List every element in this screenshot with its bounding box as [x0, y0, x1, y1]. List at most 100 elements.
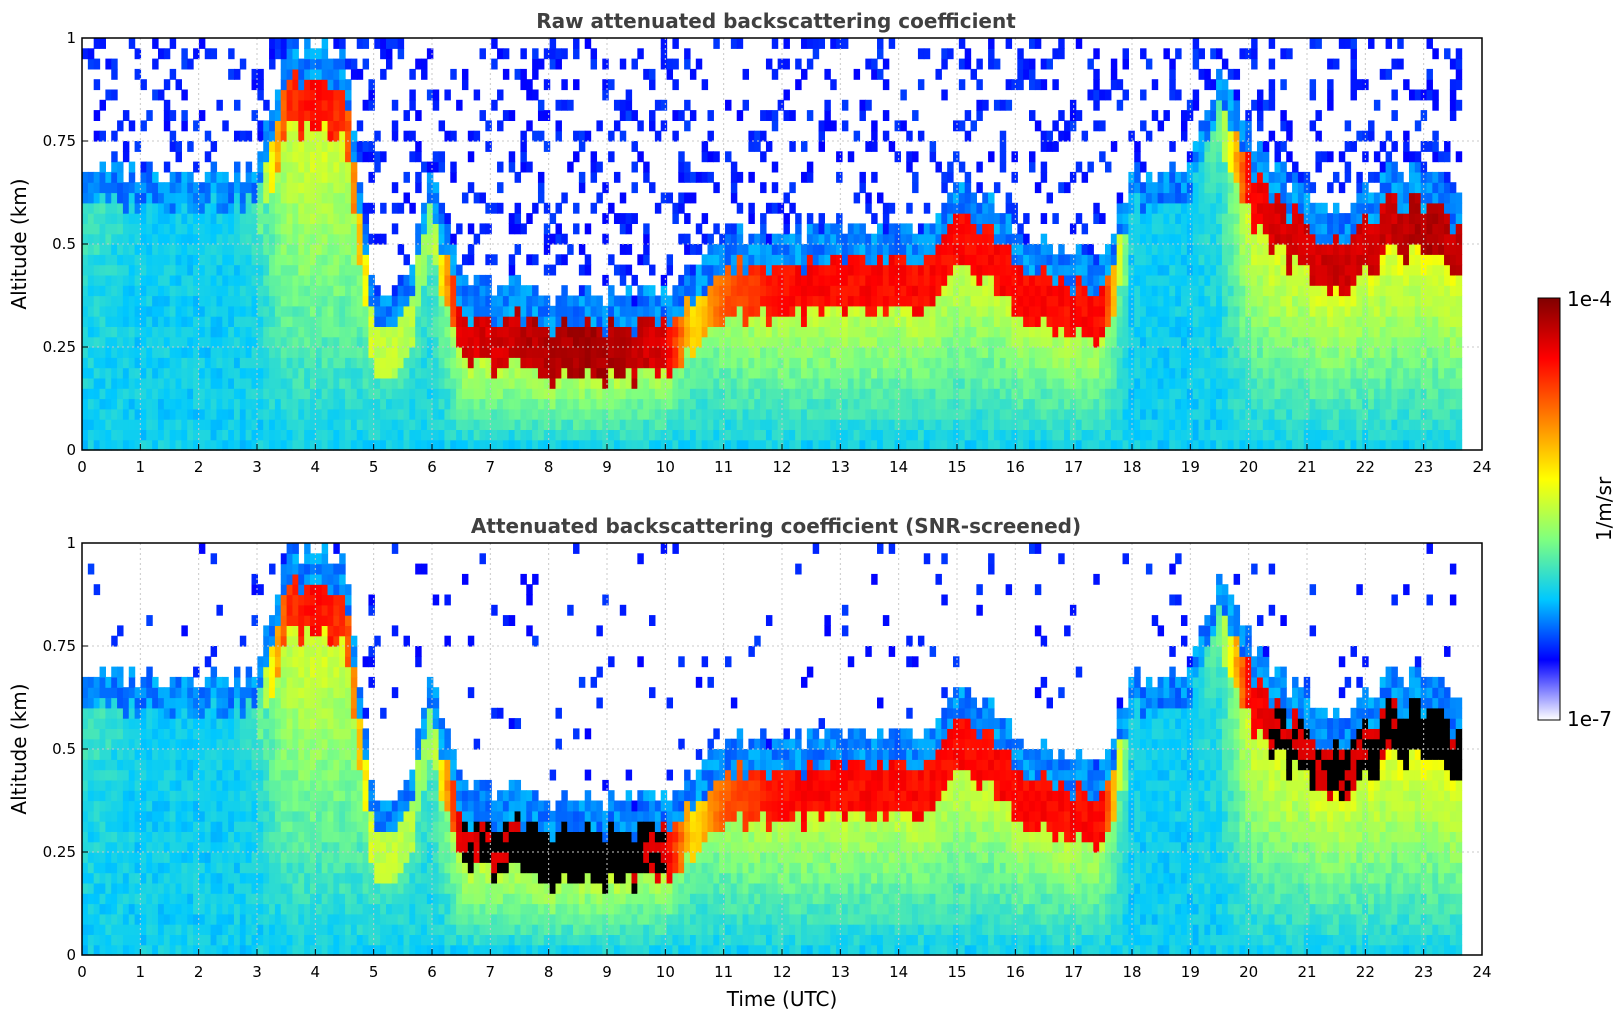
heatmap-cell	[304, 347, 311, 358]
heatmap-cell	[578, 439, 586, 451]
heatmap-cell	[321, 295, 329, 307]
heatmap-cell	[999, 408, 1007, 420]
heatmap-cell	[1175, 398, 1182, 410]
heatmap-cell	[286, 264, 294, 276]
heatmap-cell	[210, 336, 218, 348]
heatmap-cell	[859, 408, 866, 420]
heatmap-cell	[274, 89, 282, 101]
heatmap-cell	[532, 377, 539, 389]
heatmap-cell	[953, 357, 960, 369]
heatmap-cell	[403, 439, 410, 451]
heatmap-cell	[1052, 285, 1059, 297]
heatmap-cell	[333, 130, 340, 142]
heatmap-cell	[1075, 295, 1083, 307]
heatmap-cell	[292, 130, 299, 142]
heatmap-cell	[964, 419, 972, 430]
heatmap-cell	[841, 295, 849, 307]
heatmap-cell	[771, 336, 779, 348]
heatmap-cell	[964, 408, 972, 420]
heatmap-cell	[982, 264, 989, 276]
heatmap-cell	[578, 398, 586, 410]
heatmap-cell	[152, 223, 159, 235]
heatmap-cell	[818, 130, 826, 142]
heatmap-cell	[730, 429, 738, 441]
heatmap-cell	[134, 419, 142, 430]
heatmap-cell	[912, 151, 919, 163]
heatmap-cell	[385, 388, 393, 400]
heatmap-cell	[204, 192, 212, 204]
heatmap-cell	[1122, 58, 1129, 70]
heatmap-cell	[964, 58, 972, 70]
heatmap-cell	[280, 408, 288, 420]
heatmap-cell	[1023, 68, 1030, 80]
heatmap-cell	[806, 274, 814, 286]
heatmap-cell	[567, 326, 574, 338]
heatmap-cell	[1157, 285, 1165, 297]
heatmap-cell	[87, 182, 95, 194]
heatmap-cell	[1157, 336, 1165, 348]
heatmap-cell	[882, 244, 890, 255]
heatmap-cell	[1023, 264, 1030, 276]
heatmap-cell	[970, 274, 977, 286]
heatmap-cell	[637, 388, 644, 400]
heatmap-cell	[198, 233, 206, 245]
heatmap-cell	[578, 285, 586, 297]
heatmap-cell	[958, 295, 966, 307]
heatmap-cell	[152, 254, 159, 266]
heatmap-cell	[555, 388, 562, 400]
heatmap-cell	[280, 89, 288, 101]
heatmap-cell	[549, 38, 557, 49]
heatmap-cell	[1140, 254, 1147, 266]
heatmap-cell	[87, 347, 95, 358]
heatmap-cell	[584, 316, 592, 327]
heatmap-cell	[777, 58, 785, 70]
heatmap-cell	[292, 274, 299, 286]
heatmap-cell	[719, 254, 726, 266]
heatmap-cell	[140, 367, 147, 379]
heatmap-cell	[444, 233, 451, 245]
heatmap-cell	[269, 182, 276, 194]
heatmap-cell	[450, 377, 457, 389]
heatmap-cell	[269, 295, 276, 307]
heatmap-cell	[631, 295, 638, 307]
heatmap-cell	[1046, 336, 1053, 348]
heatmap-cell	[742, 285, 750, 297]
heatmap-cell	[333, 295, 340, 307]
heatmap-cell	[923, 233, 931, 245]
heatmap-cell	[93, 244, 101, 255]
heatmap-cell	[795, 233, 802, 245]
heatmap-cell	[982, 398, 989, 410]
heatmap-cell	[783, 233, 790, 245]
heatmap-cell	[958, 357, 966, 369]
heatmap-cell	[1069, 357, 1077, 369]
heatmap-cell	[339, 398, 346, 410]
heatmap-cell	[152, 367, 159, 379]
heatmap-cell	[1040, 367, 1048, 379]
heatmap-cell	[198, 336, 206, 348]
heatmap-cell	[970, 367, 977, 379]
heatmap-cell	[1052, 48, 1059, 60]
heatmap-cell	[725, 295, 732, 307]
heatmap-cell	[555, 130, 562, 142]
heatmap-cell	[877, 316, 884, 327]
heatmap-cell	[549, 347, 557, 358]
heatmap-cell	[298, 79, 305, 91]
heatmap-cell	[707, 367, 714, 379]
heatmap-cell	[1023, 285, 1030, 297]
heatmap-cell	[912, 336, 919, 348]
heatmap-cell	[157, 429, 165, 441]
heatmap-cell	[152, 285, 159, 297]
heatmap-cell	[345, 388, 352, 400]
heatmap-cell	[99, 419, 106, 430]
heatmap-cell	[1140, 182, 1147, 194]
heatmap-cell	[421, 377, 428, 389]
heatmap-cell	[847, 419, 855, 430]
heatmap-cell	[882, 398, 890, 410]
heatmap-cell	[789, 285, 796, 297]
heatmap-cell	[520, 367, 527, 379]
heatmap-cell	[537, 439, 545, 451]
heatmap-cell	[286, 99, 294, 111]
heatmap-cell	[456, 439, 463, 451]
heatmap-cell	[1105, 295, 1112, 307]
